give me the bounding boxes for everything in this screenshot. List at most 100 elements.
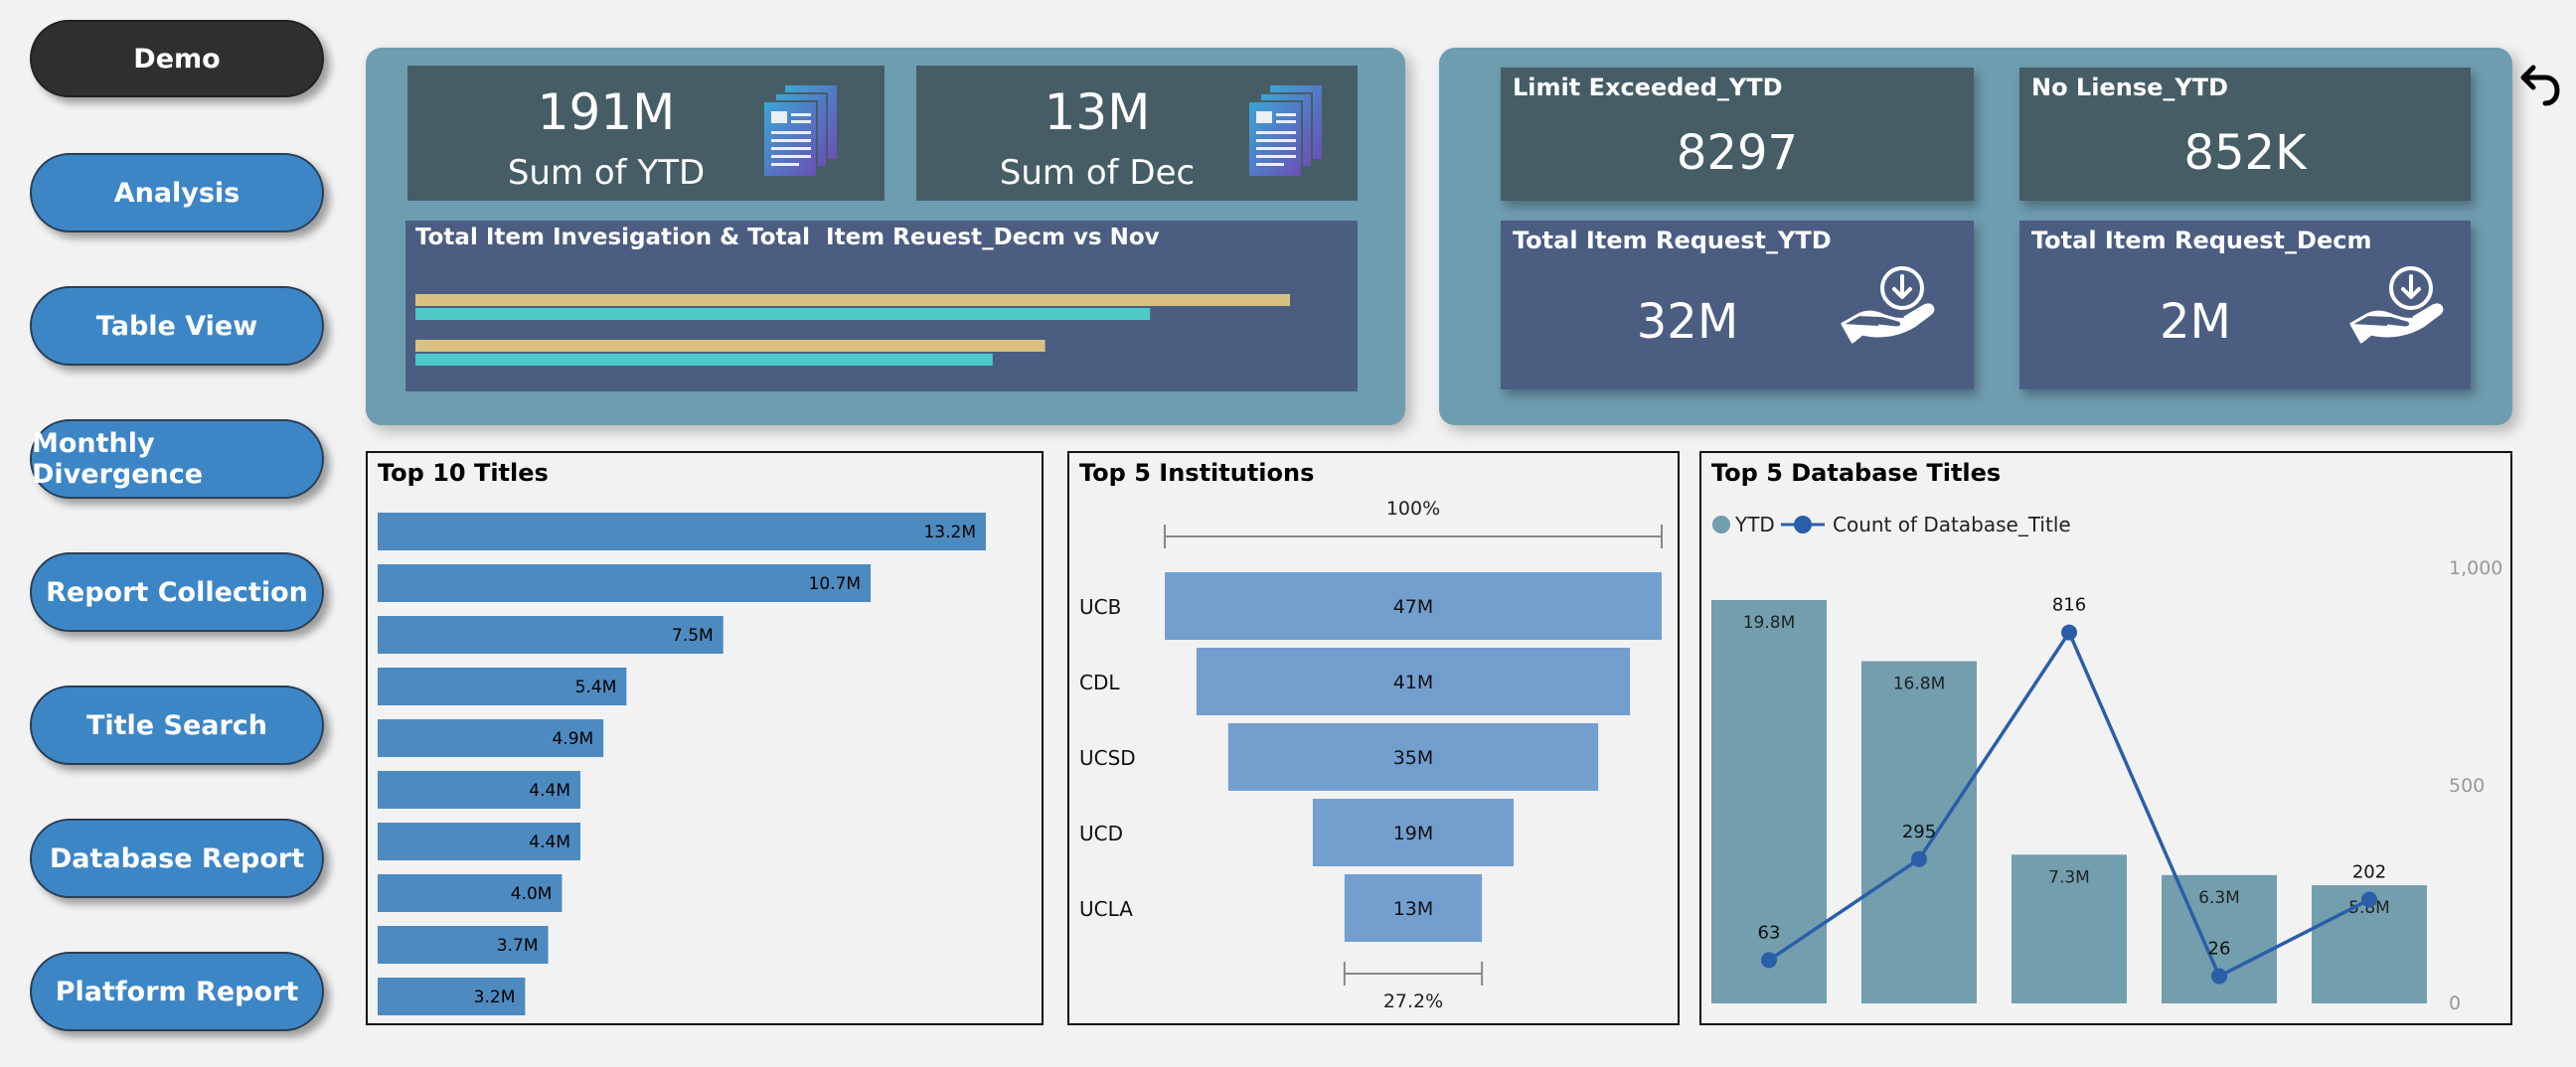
title-bar — [378, 513, 986, 550]
count-point-label: 295 — [1902, 822, 1936, 842]
top-5-institutions-title: Top 5 Institutions — [1079, 459, 1315, 487]
title-bar — [378, 719, 604, 757]
funnel-category-label: UCB — [1079, 595, 1121, 619]
limit-exceeded-card: Limit Exceeded_YTD 8297 — [1501, 68, 1974, 201]
database-bar — [2012, 854, 2127, 1003]
funnel-category-label: UCSD — [1079, 746, 1136, 770]
count-point — [2061, 624, 2077, 641]
y2-tick-label: 0 — [2449, 992, 2461, 1014]
request-ytd-value: 32M — [1636, 294, 1739, 350]
dec-value: 13M — [1044, 83, 1151, 141]
investigation-chart-title: Total Item Invesigation & Total Item Reu… — [415, 225, 1160, 250]
institutions-funnel: 100% 47M UCB 41M CDL 35M UCSD 19M UCD 13M UCLA 27.2… — [1079, 498, 1663, 1012]
funnel-bar-label: 41M — [1393, 672, 1434, 693]
database-bar-label: 6.3M — [2198, 888, 2240, 908]
title-bar-label: 4.0M — [511, 884, 553, 904]
title-bar-label: 10.7M — [809, 574, 862, 594]
funnel-bottom-pct: 27.2% — [1383, 991, 1443, 1012]
title-bar-label: 4.4M — [529, 833, 570, 852]
funnel-bar-label: 19M — [1393, 823, 1434, 844]
request-decm-value: 2M — [2160, 294, 2231, 350]
investigation-bar — [415, 340, 1046, 352]
top-10-titles-chart: Top 10 Titles 13.2M 10.7M 7.5M 5.4M 4.9M 4.4M… — [366, 451, 1044, 1025]
title-bar-label: 4.4M — [529, 781, 570, 801]
legend-count-label: Count of Database_Title — [1833, 513, 2071, 536]
no-license-value: 852K — [2183, 125, 2307, 181]
legend-count-marker — [1794, 516, 1812, 534]
funnel-bar — [1196, 648, 1631, 715]
funnel-category-label: UCD — [1079, 822, 1123, 845]
request-decm-title: Total Item Request_Decm — [2031, 227, 2372, 254]
top-5-institutions-chart: Top 5 Institutions 100% 47M UCB 41M CDL 35M UC… — [1067, 451, 1680, 1025]
nav-monthly-divergence-button[interactable]: Monthly Divergence — [30, 419, 324, 499]
database-bar-label: 7.3M — [2048, 867, 2090, 887]
investigation-bar-chart — [415, 294, 1290, 366]
title-bar-label: 13.2M — [923, 523, 976, 542]
nav-database-report-button[interactable]: Database Report — [30, 819, 324, 898]
title-bar-label: 3.2M — [474, 988, 516, 1007]
count-point-label: 816 — [2052, 595, 2086, 616]
left-kpi-panel: 191M Sum of YTD 13M Sum of Dec Total Ite — [366, 48, 1405, 425]
funnel-category-label: CDL — [1079, 671, 1120, 694]
title-bar — [378, 926, 549, 964]
investigation-chart-card: Total Item Invesigation & Total Item Reu… — [405, 221, 1358, 391]
limit-exceeded-title: Limit Exceeded_YTD — [1513, 74, 1783, 101]
database-bar — [1861, 661, 1977, 1003]
title-bar — [378, 564, 872, 602]
count-point — [2211, 968, 2227, 985]
title-bar-label: 5.4M — [575, 678, 617, 697]
count-point-label: 63 — [1758, 922, 1781, 943]
title-bar — [378, 668, 627, 705]
funnel-bar-label: 47M — [1393, 596, 1434, 618]
nav-report-collection-button[interactable]: Report Collection — [30, 552, 324, 632]
document-icon — [762, 85, 837, 178]
count-point — [1911, 850, 1927, 867]
dec-card: 13M Sum of Dec — [916, 66, 1358, 201]
funnel-category-label: UCLA — [1079, 897, 1133, 921]
funnel-bar-label: 13M — [1393, 898, 1434, 920]
y2-tick-label: 500 — [2449, 775, 2485, 797]
funnel-bar — [1227, 723, 1599, 791]
nav-analysis-button[interactable]: Analysis — [30, 153, 324, 232]
ytd-label: Sum of YTD — [507, 153, 706, 193]
funnel-bar — [1312, 799, 1515, 866]
top-5-database-titles-title: Top 5 Database Titles — [1711, 459, 2002, 487]
ytd-value: 191M — [537, 83, 676, 141]
request-decm-card: Total Item Request_Decm 2M — [2019, 221, 2471, 389]
right-kpi-panel: Limit Exceeded_YTD 8297 No Liense_YTD 85… — [1439, 48, 2512, 425]
count-point — [2361, 891, 2377, 908]
database-bar-label: 16.8M — [1893, 675, 1946, 694]
nav-platform-report-button[interactable]: Platform Report — [30, 952, 324, 1031]
nav-table-view-button[interactable]: Table View — [30, 286, 324, 366]
database-bar-label: 19.8M — [1743, 613, 1796, 633]
funnel-top-pct: 100% — [1386, 498, 1440, 520]
title-bar-label: 7.5M — [672, 626, 714, 646]
download-hand-icon — [2349, 266, 2444, 344]
top-10-titles-title: Top 10 Titles — [378, 459, 549, 487]
download-hand-icon — [1841, 266, 1935, 344]
ytd-card: 191M Sum of YTD — [407, 66, 885, 201]
title-bar — [378, 823, 580, 860]
top-5-database-titles-chart: Top 5 Database Titles YTD Count of Databa… — [1699, 451, 2512, 1025]
title-bar — [378, 771, 580, 809]
y2-tick-label: 1,000 — [2449, 557, 2502, 579]
database-combo-chart: YTD Count of Database_Title 1,000 500 0 19.8M… — [1711, 513, 2502, 1014]
title-bar-label: 3.7M — [497, 936, 539, 956]
nav-title-search-button[interactable]: Title Search — [30, 686, 324, 765]
top-10-titles-bars: 13.2M 10.7M 7.5M 5.4M 4.9M 4.4M 4.4M 4.0M 3.7M 3.… — [378, 513, 986, 1015]
no-license-title: No Liense_YTD — [2031, 74, 2229, 101]
investigation-bar — [415, 294, 1290, 306]
no-license-card: No Liense_YTD 852K — [2019, 68, 2471, 201]
request-bar — [415, 308, 1151, 320]
document-icon — [1247, 85, 1322, 178]
nav-demo-button[interactable]: Demo — [30, 20, 324, 97]
request-ytd-title: Total Item Request_YTD — [1513, 227, 1832, 254]
back-arrow-icon[interactable] — [2517, 64, 2561, 107]
count-point-label: 202 — [2352, 862, 2386, 883]
limit-exceeded-value: 8297 — [1676, 125, 1799, 181]
count-point-label: 26 — [2208, 939, 2231, 960]
legend-ytd-marker — [1712, 516, 1730, 534]
dec-label: Sum of Dec — [999, 153, 1196, 193]
count-point — [1761, 952, 1777, 969]
funnel-bar — [1344, 874, 1483, 942]
